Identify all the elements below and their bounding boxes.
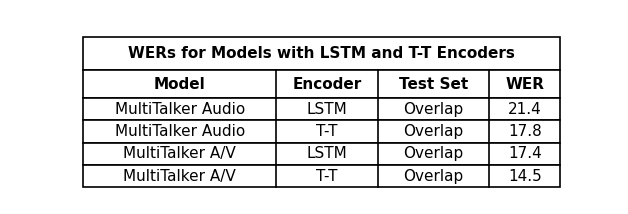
Text: 17.8: 17.8 <box>508 124 542 139</box>
Text: Overlap: Overlap <box>403 102 463 117</box>
Text: 21.4: 21.4 <box>508 102 542 117</box>
Text: Test Set: Test Set <box>399 77 468 92</box>
Text: Overlap: Overlap <box>403 146 463 161</box>
Text: T-T: T-T <box>316 124 338 139</box>
Text: 17.4: 17.4 <box>508 146 542 161</box>
Text: LSTM: LSTM <box>306 146 347 161</box>
Text: Overlap: Overlap <box>403 124 463 139</box>
Text: MultiTalker Audio: MultiTalker Audio <box>115 124 245 139</box>
Text: MultiTalker A/V: MultiTalker A/V <box>123 169 236 184</box>
Text: LSTM: LSTM <box>306 102 347 117</box>
Text: Model: Model <box>154 77 205 92</box>
Text: Encoder: Encoder <box>292 77 362 92</box>
Text: WERs for Models with LSTM and T-T Encoders: WERs for Models with LSTM and T-T Encode… <box>128 46 516 61</box>
Text: WER: WER <box>506 77 544 92</box>
Text: 14.5: 14.5 <box>508 169 542 184</box>
Text: MultiTalker A/V: MultiTalker A/V <box>123 146 236 161</box>
Text: Overlap: Overlap <box>403 169 463 184</box>
Text: T-T: T-T <box>316 169 338 184</box>
Text: MultiTalker Audio: MultiTalker Audio <box>115 102 245 117</box>
